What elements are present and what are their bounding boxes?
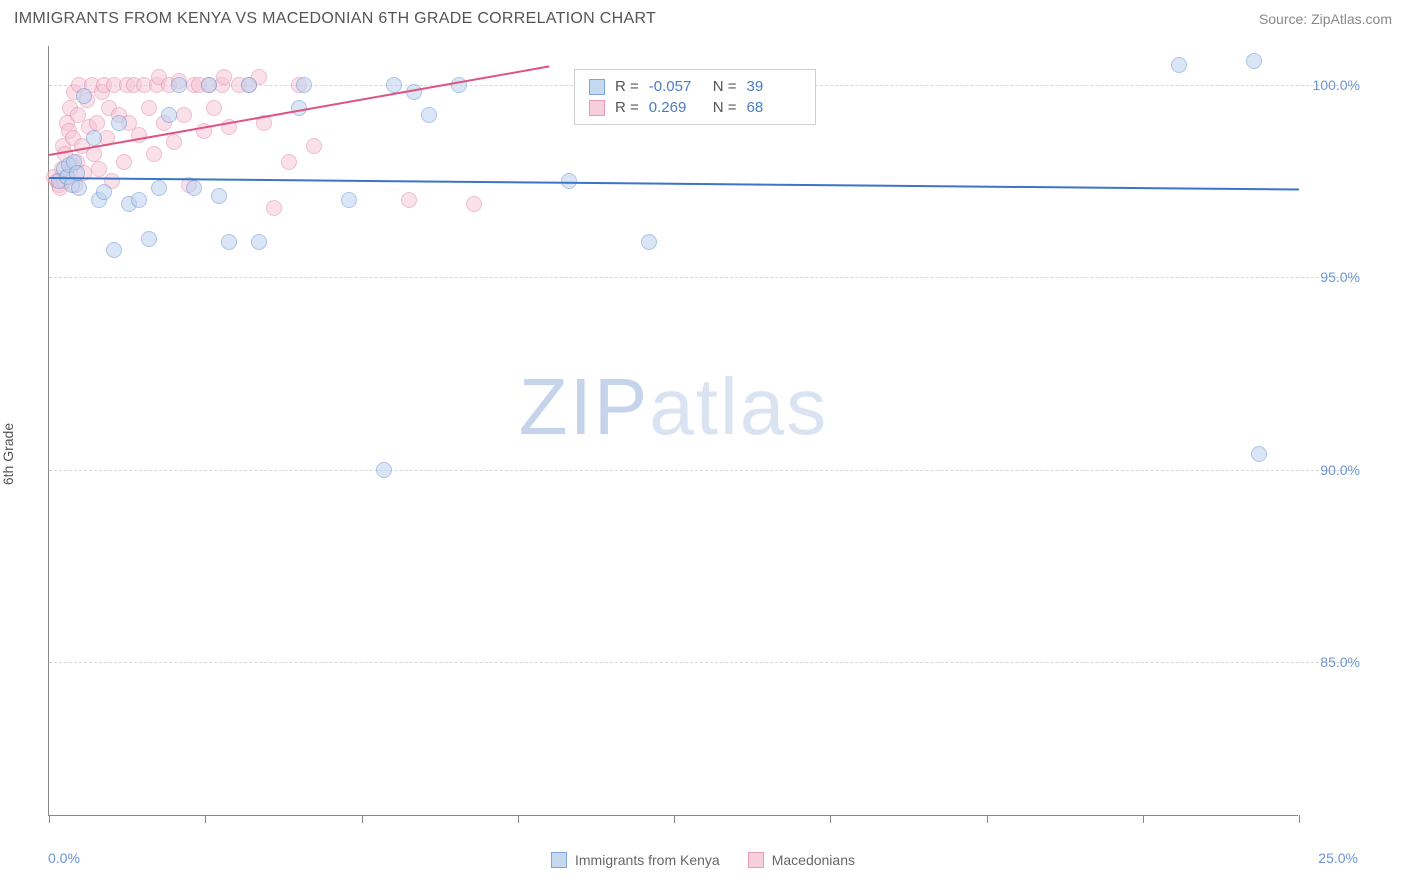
x-tick bbox=[674, 815, 675, 823]
data-point bbox=[116, 154, 132, 170]
data-point bbox=[96, 184, 112, 200]
data-point bbox=[141, 231, 157, 247]
n-value: 39 bbox=[747, 78, 801, 95]
r-value: -0.057 bbox=[649, 78, 703, 95]
data-point bbox=[376, 462, 392, 478]
data-point bbox=[1171, 57, 1187, 73]
x-axis-max-label: 25.0% bbox=[1318, 850, 1358, 866]
data-point bbox=[221, 234, 237, 250]
gridline bbox=[49, 470, 1354, 471]
y-tick-label: 100.0% bbox=[1304, 77, 1360, 93]
data-point bbox=[76, 88, 92, 104]
data-point bbox=[281, 154, 297, 170]
legend: Immigrants from Kenya Macedonians bbox=[551, 852, 855, 868]
swatch-icon bbox=[748, 852, 764, 868]
r-label: R = bbox=[615, 99, 639, 116]
x-tick bbox=[987, 815, 988, 823]
n-value: 68 bbox=[747, 99, 801, 116]
data-point bbox=[171, 77, 187, 93]
n-label: N = bbox=[713, 78, 737, 95]
x-axis-min-label: 0.0% bbox=[48, 850, 80, 866]
data-point bbox=[206, 100, 222, 116]
legend-label: Macedonians bbox=[772, 852, 855, 868]
stat-row: R = -0.057 N = 39 bbox=[589, 76, 801, 97]
data-point bbox=[146, 146, 162, 162]
gridline bbox=[49, 277, 1354, 278]
x-tick bbox=[49, 815, 50, 823]
chart-title: IMMIGRANTS FROM KENYA VS MACEDONIAN 6TH … bbox=[14, 10, 656, 28]
data-point bbox=[341, 192, 357, 208]
y-tick-label: 90.0% bbox=[1304, 462, 1360, 478]
x-tick bbox=[1299, 815, 1300, 823]
gridline bbox=[49, 662, 1354, 663]
swatch-icon bbox=[551, 852, 567, 868]
data-point bbox=[641, 234, 657, 250]
data-point bbox=[89, 115, 105, 131]
data-point bbox=[251, 234, 267, 250]
chart-container: 6th Grade ZIPatlas 85.0% 90.0% 95.0% 100.0%… bbox=[0, 34, 1406, 874]
plot-area: ZIPatlas 85.0%90.0%95.0%100.0%R =-0.057N… bbox=[48, 46, 1298, 816]
legend-item-kenya: Immigrants from Kenya bbox=[551, 852, 720, 868]
data-point bbox=[306, 138, 322, 154]
swatch-icon bbox=[589, 100, 605, 116]
data-point bbox=[421, 107, 437, 123]
legend-label: Immigrants from Kenya bbox=[575, 852, 720, 868]
y-axis-label: 6th Grade bbox=[0, 423, 16, 485]
correlation-stats-box: R = -0.057 N = 39 R = 0.269 N = 68 bbox=[574, 69, 816, 125]
watermark: ZIPatlas bbox=[519, 361, 828, 453]
source-attribution: Source: ZipAtlas.com bbox=[1259, 11, 1392, 27]
x-tick bbox=[518, 815, 519, 823]
data-point bbox=[296, 77, 312, 93]
x-tick bbox=[205, 815, 206, 823]
swatch-icon bbox=[589, 79, 605, 95]
data-point bbox=[131, 192, 147, 208]
data-point bbox=[1251, 446, 1267, 462]
data-point bbox=[216, 69, 232, 85]
data-point bbox=[466, 196, 482, 212]
data-point bbox=[111, 115, 127, 131]
data-point bbox=[166, 134, 182, 150]
data-point bbox=[141, 100, 157, 116]
y-tick-label: 85.0% bbox=[1304, 654, 1360, 670]
x-tick bbox=[1143, 815, 1144, 823]
data-point bbox=[106, 242, 122, 258]
trend-line bbox=[49, 177, 1299, 191]
n-label: N = bbox=[713, 99, 737, 116]
data-point bbox=[451, 77, 467, 93]
data-point bbox=[71, 180, 87, 196]
data-point bbox=[1246, 53, 1262, 69]
data-point bbox=[201, 77, 217, 93]
data-point bbox=[266, 200, 282, 216]
x-tick bbox=[830, 815, 831, 823]
data-point bbox=[176, 107, 192, 123]
legend-item-macedonian: Macedonians bbox=[748, 852, 855, 868]
data-point bbox=[151, 180, 167, 196]
data-point bbox=[386, 77, 402, 93]
data-point bbox=[161, 107, 177, 123]
data-point bbox=[401, 192, 417, 208]
data-point bbox=[211, 188, 227, 204]
data-point bbox=[561, 173, 577, 189]
r-value: 0.269 bbox=[649, 99, 703, 116]
data-point bbox=[241, 77, 257, 93]
r-label: R = bbox=[615, 78, 639, 95]
data-point bbox=[186, 180, 202, 196]
stat-row: R = 0.269 N = 68 bbox=[589, 97, 801, 118]
y-tick-label: 95.0% bbox=[1304, 269, 1360, 285]
x-tick bbox=[362, 815, 363, 823]
